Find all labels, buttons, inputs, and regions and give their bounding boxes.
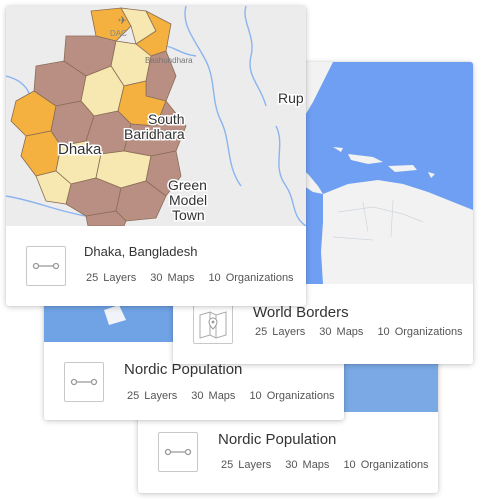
dataset-title[interactable]: Dhaka, Bangladesh	[84, 244, 198, 259]
map-label-green: Green	[168, 177, 207, 193]
orgs-label: Organizations	[225, 272, 294, 284]
map-label-dac: DAC	[110, 29, 127, 38]
dataset-info: World Borders 25 Layers 30 Maps 10 Organizati…	[173, 284, 473, 364]
dataset-info: Nordic Population 25 Layers 30 Maps 10 Organi…	[138, 412, 438, 493]
orgs-label: Organizations	[394, 326, 463, 338]
map-image: ✈ DAC Bashundhara South Baridhara Dhaka …	[6, 6, 306, 226]
line-layer-icon	[26, 246, 66, 286]
maps-count: 30	[285, 459, 298, 471]
orgs-count: 10	[343, 459, 356, 471]
orgs-label: Organizations	[360, 459, 429, 471]
orgs-count: 10	[208, 272, 221, 284]
maps-count: 30	[191, 390, 204, 402]
orgs-count: 10	[249, 390, 262, 402]
layers-count: 25	[255, 326, 268, 338]
dataset-card-dhaka[interactable]: ✈ DAC Bashundhara South Baridhara Dhaka …	[6, 6, 306, 306]
maps-label: Maps	[208, 390, 236, 402]
dataset-info: Dhaka, Bangladesh 25 Layers 30 Maps 10 Organi…	[6, 226, 306, 306]
layers-label: Layers	[238, 459, 272, 471]
dataset-stats: 25 Layers 30 Maps 10 Organizations	[86, 272, 294, 284]
dataset-title[interactable]: World Borders	[253, 304, 349, 321]
map-label-bashundhara: Bashundhara	[145, 56, 193, 65]
line-layer-icon	[158, 432, 198, 472]
map-label-rup: Rup	[278, 90, 304, 106]
svg-text:✈: ✈	[118, 14, 127, 27]
layers-count: 25	[127, 390, 140, 402]
layers-label: Layers	[144, 390, 178, 402]
map-label-model: Model	[169, 192, 207, 208]
orgs-label: Organizations	[266, 390, 335, 402]
maps-label: Maps	[167, 272, 195, 284]
dataset-stats: 25 Layers 30 Maps 10 Organizations	[127, 390, 335, 402]
dataset-title[interactable]: Nordic Population	[124, 361, 243, 378]
maps-label: Maps	[302, 459, 330, 471]
map-pin-icon	[193, 304, 233, 344]
map-label-south: South	[148, 111, 185, 127]
dataset-title[interactable]: Nordic Population	[218, 431, 337, 448]
layers-count: 25	[221, 459, 234, 471]
maps-label: Maps	[336, 326, 364, 338]
orgs-count: 10	[377, 326, 390, 338]
map-label-baridhara: Baridhara	[124, 126, 185, 142]
line-layer-icon	[64, 362, 104, 402]
map-label-town: Town	[172, 207, 205, 223]
dataset-map-preview: ✈ DAC Bashundhara South Baridhara Dhaka …	[6, 6, 306, 226]
layers-label: Layers	[103, 272, 137, 284]
layers-count: 25	[86, 272, 99, 284]
map-label-dhaka: Dhaka	[58, 141, 102, 158]
dataset-stats: 25 Layers 30 Maps 10 Organizations	[255, 326, 463, 338]
maps-count: 30	[319, 326, 332, 338]
dataset-stats: 25 Layers 30 Maps 10 Organizations	[221, 459, 429, 471]
maps-count: 30	[150, 272, 163, 284]
layers-label: Layers	[272, 326, 306, 338]
